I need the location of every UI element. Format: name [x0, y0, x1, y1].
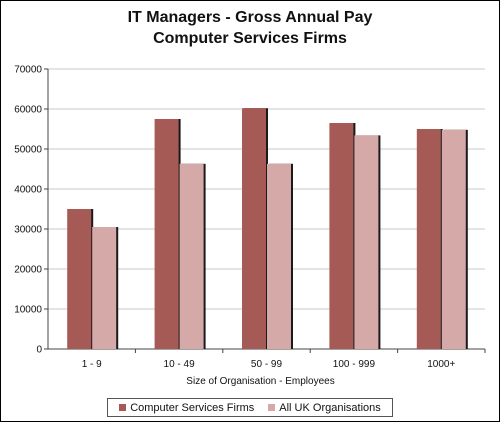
bar-1 — [154, 119, 179, 349]
bar-1 — [67, 209, 92, 349]
y-tick-label: 70000 — [14, 65, 42, 76]
chart-legend: Computer Services Firms All UK Organisat… — [107, 398, 393, 417]
legend-swatch-series-2 — [268, 404, 276, 411]
y-tick-label: 30000 — [14, 225, 42, 236]
bar-1 — [416, 129, 441, 349]
bar-2 — [354, 135, 379, 349]
y-tick-label: 10000 — [14, 305, 42, 316]
y-tick-label: 50000 — [14, 145, 42, 156]
legend-item-series-2: All UK Organisations — [268, 402, 381, 414]
chart-title-block: IT Managers - Gross Annual Pay Computer … — [1, 7, 499, 49]
x-tick-label: 1000+ — [427, 359, 455, 370]
legend-swatch-series-1 — [119, 404, 127, 411]
bar-2 — [267, 163, 291, 349]
bar-1 — [329, 123, 354, 349]
legend-label-series-2: All UK Organisations — [279, 401, 381, 414]
bar-2 — [92, 227, 117, 349]
x-tick-label: 1 - 9 — [82, 359, 102, 370]
bar-1 — [242, 108, 266, 349]
y-tick-label: 20000 — [14, 265, 42, 276]
x-tick-label: 10 - 49 — [164, 359, 196, 370]
x-tick-label: 100 - 999 — [333, 359, 376, 370]
chart-subtitle: Computer Services Firms — [153, 30, 347, 47]
y-tick-label: 60000 — [14, 105, 42, 116]
legend-label-series-1: Computer Services Firms — [130, 401, 255, 414]
y-tick-label: 0 — [36, 345, 42, 356]
x-axis-title: Size of Organisation - Employees — [186, 376, 334, 387]
chart-title: IT Managers - Gross Annual Pay — [127, 9, 373, 26]
bar-2 — [441, 129, 466, 349]
x-tick-label: 50 - 99 — [251, 359, 283, 370]
y-tick-label: 40000 — [14, 185, 42, 196]
bar-2 — [179, 163, 204, 349]
legend-item-series-1: Computer Services Firms — [119, 402, 254, 414]
